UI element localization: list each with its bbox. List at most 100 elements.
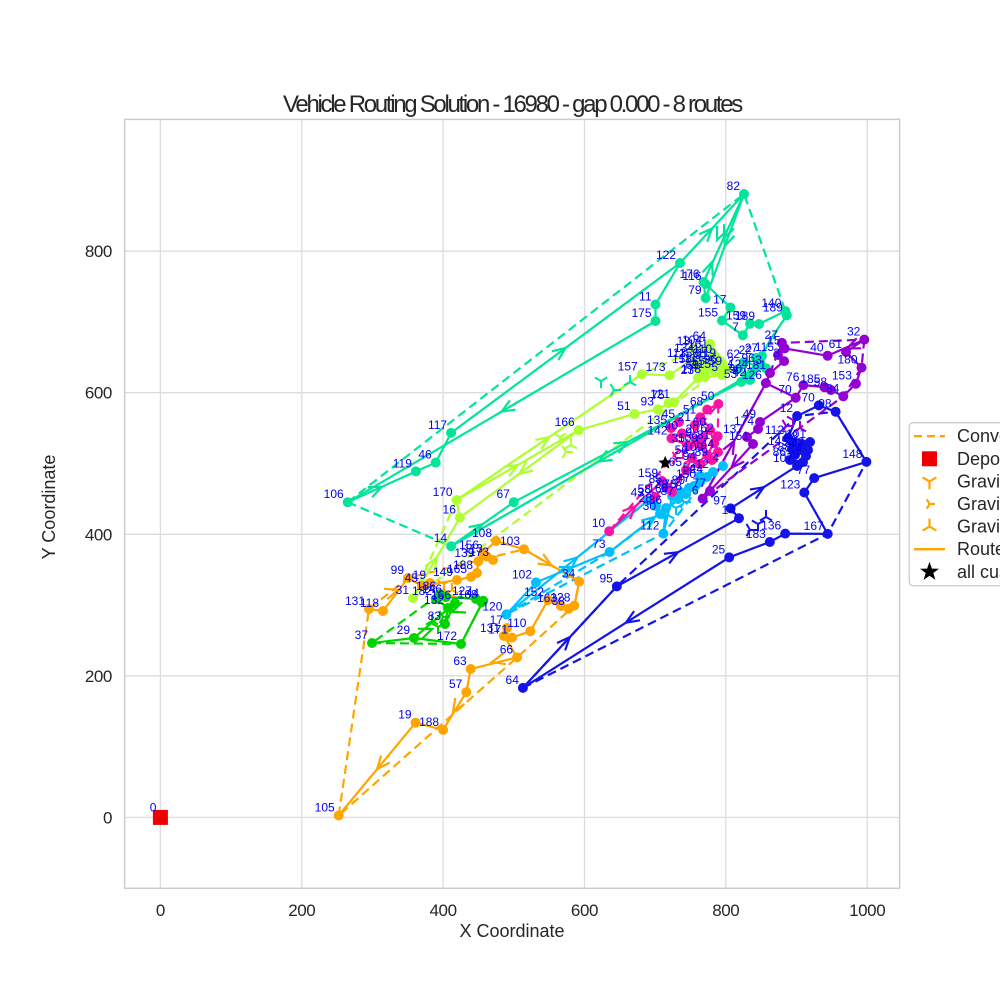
svg-text:90: 90 <box>729 362 743 376</box>
svg-text:109: 109 <box>683 440 703 454</box>
svg-text:115: 115 <box>692 357 711 371</box>
svg-text:169: 169 <box>648 481 668 495</box>
svg-text:156: 156 <box>459 538 479 552</box>
svg-text:183: 183 <box>746 527 766 541</box>
svg-text:82: 82 <box>727 179 741 193</box>
svg-text:80: 80 <box>672 473 686 487</box>
svg-text:20: 20 <box>686 422 700 436</box>
svg-text:all customers: all customers <box>957 562 1000 582</box>
svg-text:145: 145 <box>768 434 788 448</box>
svg-text:12: 12 <box>696 457 710 471</box>
svg-text:43: 43 <box>631 486 645 500</box>
svg-text:173: 173 <box>469 545 489 559</box>
svg-text:116: 116 <box>682 269 701 283</box>
svg-text:134: 134 <box>674 341 694 355</box>
svg-text:39: 39 <box>786 447 800 461</box>
svg-text:7: 7 <box>732 320 739 334</box>
svg-text:89: 89 <box>695 445 709 459</box>
svg-text:101: 101 <box>786 427 806 441</box>
svg-text:58: 58 <box>814 375 828 389</box>
svg-text:150: 150 <box>676 467 696 481</box>
svg-text:96: 96 <box>704 352 718 366</box>
svg-text:161: 161 <box>688 337 708 351</box>
svg-text:400: 400 <box>85 525 112 544</box>
svg-text:124: 124 <box>728 357 748 371</box>
svg-text:5: 5 <box>711 360 718 374</box>
svg-text:102: 102 <box>512 567 532 581</box>
svg-text:53: 53 <box>724 367 738 381</box>
svg-text:68: 68 <box>690 395 704 409</box>
svg-text:132: 132 <box>424 593 444 607</box>
svg-text:111: 111 <box>679 351 698 365</box>
svg-text:115: 115 <box>755 340 774 354</box>
svg-text:175: 175 <box>631 306 651 320</box>
svg-text:121: 121 <box>650 387 670 401</box>
svg-text:14: 14 <box>434 531 448 545</box>
svg-text:36: 36 <box>649 493 663 507</box>
svg-text:59: 59 <box>709 354 723 368</box>
svg-text:146: 146 <box>422 582 442 596</box>
svg-text:64: 64 <box>693 329 707 343</box>
svg-text:156: 156 <box>679 346 699 360</box>
svg-text:11: 11 <box>639 290 652 304</box>
svg-text:79: 79 <box>688 283 702 297</box>
svg-text:45: 45 <box>662 407 676 421</box>
svg-text:55: 55 <box>692 354 706 368</box>
svg-text:153: 153 <box>832 369 852 383</box>
svg-text:157: 157 <box>618 359 638 373</box>
svg-text:163: 163 <box>537 591 557 605</box>
svg-text:32: 32 <box>847 325 861 339</box>
svg-text:109: 109 <box>678 431 698 445</box>
svg-text:118: 118 <box>360 596 379 610</box>
svg-text:88: 88 <box>778 440 792 454</box>
svg-text:83: 83 <box>428 609 442 623</box>
svg-text:57: 57 <box>783 435 797 449</box>
svg-text:170: 170 <box>433 485 453 499</box>
svg-text:46: 46 <box>418 448 432 462</box>
svg-text:172: 172 <box>437 629 457 643</box>
svg-text:158: 158 <box>672 352 692 366</box>
svg-text:122: 122 <box>656 248 676 262</box>
svg-text:35: 35 <box>672 431 686 445</box>
svg-text:12: 12 <box>780 401 794 415</box>
svg-text:3: 3 <box>755 353 762 367</box>
svg-text:34: 34 <box>562 567 576 581</box>
svg-text:152: 152 <box>524 585 544 599</box>
svg-text:16: 16 <box>443 503 457 517</box>
svg-text:400: 400 <box>430 901 457 920</box>
svg-text:37: 37 <box>355 628 369 642</box>
svg-text:155: 155 <box>698 306 718 320</box>
svg-text:185: 185 <box>800 372 820 386</box>
svg-text:73: 73 <box>592 537 606 551</box>
svg-text:188: 188 <box>453 558 473 572</box>
svg-text:56: 56 <box>675 443 689 457</box>
svg-text:23: 23 <box>681 363 695 377</box>
svg-text:57: 57 <box>449 677 463 691</box>
svg-text:151: 151 <box>729 429 749 443</box>
svg-text:181: 181 <box>746 358 766 372</box>
svg-text:67: 67 <box>496 487 510 501</box>
svg-text:119: 119 <box>697 346 716 360</box>
svg-text:50: 50 <box>701 389 715 403</box>
svg-text:54: 54 <box>683 461 697 475</box>
svg-text:21: 21 <box>678 410 692 424</box>
svg-text:200: 200 <box>85 667 112 686</box>
svg-text:10: 10 <box>592 516 606 530</box>
svg-text:110: 110 <box>507 616 526 630</box>
svg-text:113: 113 <box>464 541 483 555</box>
svg-text:38: 38 <box>551 594 565 608</box>
svg-text:166: 166 <box>431 588 451 602</box>
svg-text:85: 85 <box>649 472 663 486</box>
svg-text:112: 112 <box>765 423 784 437</box>
svg-text:70: 70 <box>801 390 815 404</box>
svg-text:69: 69 <box>686 358 700 372</box>
svg-text:0: 0 <box>103 808 112 827</box>
svg-text:51: 51 <box>617 399 631 413</box>
svg-text:113: 113 <box>667 346 686 360</box>
svg-text:24: 24 <box>690 462 704 476</box>
svg-text:600: 600 <box>85 384 112 403</box>
svg-text:X Coordinate: X Coordinate <box>459 921 564 941</box>
svg-text:166: 166 <box>555 415 575 429</box>
svg-text:119: 119 <box>393 456 412 470</box>
svg-text:144: 144 <box>694 437 714 451</box>
